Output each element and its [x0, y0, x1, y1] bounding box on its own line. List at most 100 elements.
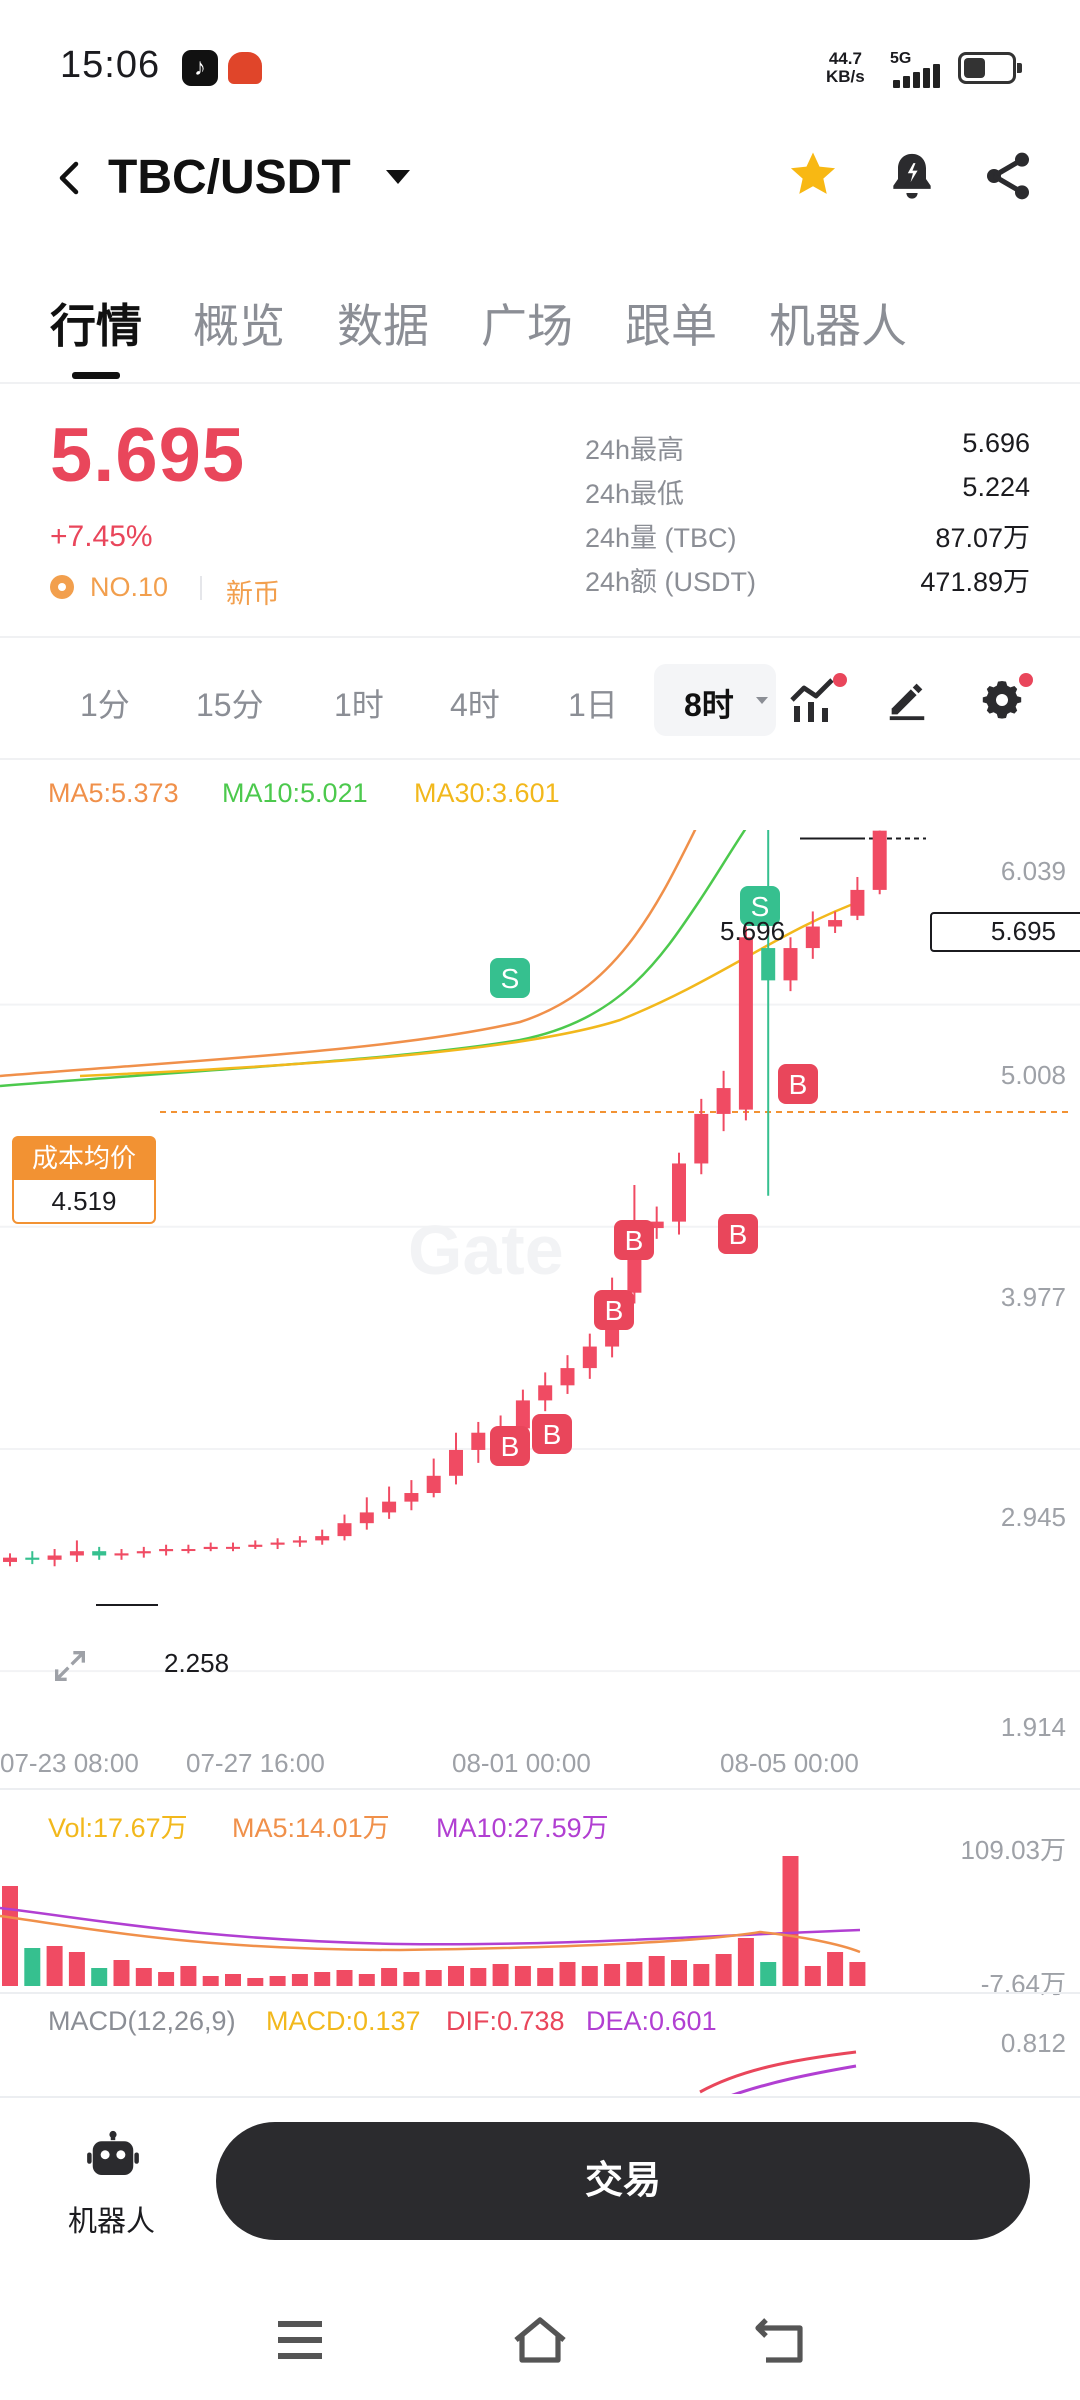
dea-line [731, 2064, 857, 2094]
rank-icon [50, 575, 74, 599]
trade-button[interactable]: 交易 [216, 2122, 1030, 2240]
battery-icon [958, 52, 1022, 84]
expand-icon[interactable] [50, 1646, 90, 1686]
interval-1h[interactable]: 1时 [334, 687, 384, 723]
candle-body [382, 1501, 397, 1513]
price-change: +7.45% [50, 520, 153, 553]
chevron-down-icon[interactable] [386, 170, 410, 184]
candle-body [292, 1540, 307, 1543]
candle-body [538, 1385, 553, 1401]
divider [0, 382, 1080, 384]
dif-value: DIF:0.738 [446, 2006, 565, 2036]
volume-bar [737, 1938, 754, 1986]
svg-text:B: B [625, 1225, 644, 1256]
volume-bar [492, 1964, 509, 1986]
y-tick-3: 3.977 [1000, 1282, 1066, 1312]
interval-dropdown-icon[interactable] [756, 697, 768, 704]
tab-data[interactable]: 数据 [337, 300, 429, 352]
volume-bar [693, 1964, 710, 1986]
volume-bar [827, 1952, 844, 1986]
volume-bar [403, 1972, 420, 1986]
tab-overview[interactable]: 概览 [193, 300, 285, 352]
new-coin-tag[interactable]: 新币 [226, 579, 280, 609]
candle-body [359, 1512, 374, 1524]
vol-ma10-legend: MA10:27.59万 [436, 1813, 609, 1843]
volume-bar [581, 1966, 598, 1986]
tab-copy-trading[interactable]: 跟单 [625, 300, 717, 352]
network-speed-value: 44.7 [828, 49, 862, 68]
chart-settings-gear-icon[interactable] [978, 672, 1034, 722]
last-price: 5.695 [50, 413, 246, 498]
volume-bar [68, 1952, 85, 1986]
vol-tick-max: 109.03万 [960, 1835, 1066, 1865]
volume-bar [514, 1966, 531, 1986]
divider [0, 1788, 1080, 1790]
candle-body [850, 889, 865, 916]
volume-bar [804, 1966, 821, 1986]
share-icon[interactable] [980, 148, 1036, 204]
candle-body [3, 1557, 17, 1562]
candle-body [449, 1449, 463, 1476]
interval-1d[interactable]: 1日 [568, 687, 618, 723]
candle-body [248, 1544, 263, 1547]
candle-body [872, 830, 887, 890]
volume-bar [470, 1968, 487, 1986]
last-price-tag-value: 5.695 [990, 916, 1056, 946]
tab-square[interactable]: 广场 [481, 300, 573, 352]
robot-label[interactable]: 机器人 [68, 2206, 156, 2238]
drawing-pen-icon[interactable] [884, 676, 930, 722]
y-tick-4: 2.945 [1000, 1502, 1066, 1532]
price-alert-bell-icon[interactable] [884, 148, 940, 204]
stat-label-turnover: 24h额 (USDT) [585, 567, 757, 597]
robot-icon[interactable] [86, 2130, 140, 2184]
network-speed-unit: KB/s [826, 67, 865, 86]
gate-watermark: Gate [408, 1211, 564, 1289]
candle-body [716, 1088, 731, 1114]
interval-15m[interactable]: 15分 [196, 687, 264, 723]
buy-marker: B [490, 1426, 530, 1466]
network-speed: 44.7 KB/s [826, 50, 865, 86]
status-bar: 15:06 ♪ 44.7 KB/s 5G [0, 0, 1080, 130]
candle-body [92, 1551, 107, 1556]
candle-body [159, 1549, 174, 1552]
volume-bar [158, 1972, 175, 1986]
ma10-legend: MA10:5.021 [222, 778, 368, 808]
volume-bar [336, 1970, 353, 1986]
interval-1m[interactable]: 1分 [80, 687, 130, 723]
back-nav-icon[interactable] [750, 2310, 810, 2370]
cost-average-label: 成本均价 [12, 1136, 156, 1180]
candle-body [25, 1557, 40, 1560]
rank-label[interactable]: NO.10 [90, 572, 169, 602]
back-icon[interactable] [50, 158, 90, 198]
volume-bar [671, 1960, 687, 1986]
volume-bar [381, 1968, 398, 1986]
indicators-icon[interactable] [788, 672, 848, 724]
candle-body [761, 948, 776, 981]
ma30-line [79, 898, 865, 1078]
candle-body [783, 948, 798, 981]
volume-bar [425, 1970, 442, 1986]
buy-marker: B [778, 1064, 818, 1104]
dif-line [699, 2050, 857, 2094]
y-tick-2: 5.008 [1000, 1060, 1066, 1090]
status-time: 15:06 [60, 44, 161, 86]
interval-4h[interactable]: 4时 [450, 687, 500, 723]
candle-body [47, 1555, 62, 1560]
home-icon[interactable] [510, 2310, 570, 2370]
star-icon[interactable] [786, 148, 840, 202]
candle-body [426, 1475, 441, 1494]
svg-text:B: B [543, 1419, 562, 1450]
stat-label-volume: 24h量 (TBC) [585, 523, 737, 553]
ma5-legend: MA5:5.373 [48, 778, 179, 808]
tab-bots[interactable]: 机器人 [769, 300, 907, 352]
menu-icon[interactable] [270, 2310, 330, 2370]
stat-value-high: 5.696 [962, 428, 1030, 458]
volume-bar [358, 1974, 375, 1986]
candle-body [828, 920, 843, 927]
volume-bar [291, 1974, 308, 1986]
interval-8h[interactable]: 8时 [684, 687, 734, 723]
volume-bar [604, 1964, 621, 1986]
tab-market[interactable]: 行情 [50, 300, 142, 352]
pair-title[interactable]: TBC/USDT [108, 151, 351, 204]
